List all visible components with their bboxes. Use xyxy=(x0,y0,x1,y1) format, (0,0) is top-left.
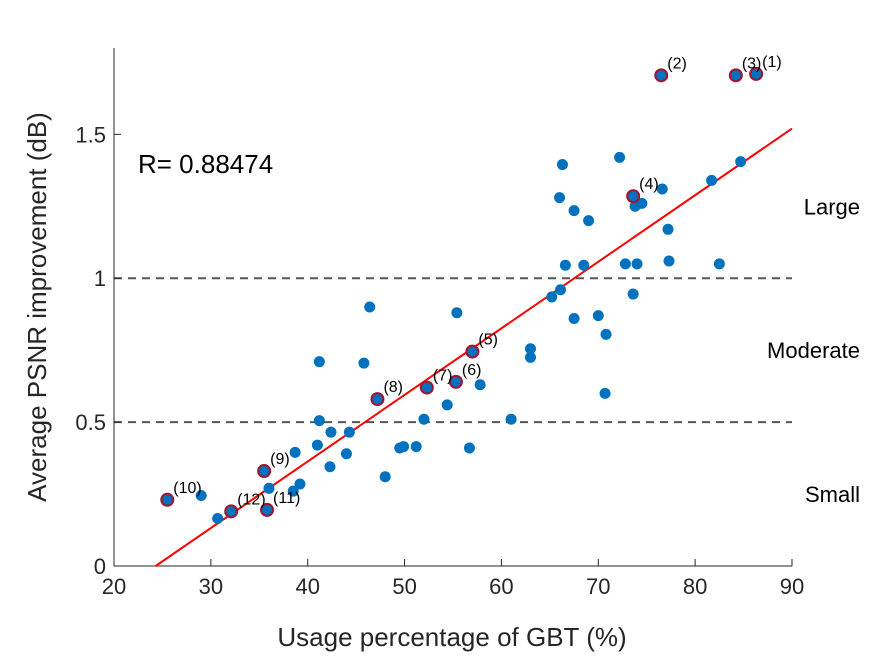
correlation-annotation: R= 0.88474 xyxy=(138,149,273,179)
region-label-large: Large xyxy=(804,194,860,219)
highlighted-point-8 xyxy=(257,464,272,479)
data-point-2 xyxy=(263,482,275,494)
highlighted-point-6 xyxy=(419,380,434,395)
data-point-12 xyxy=(343,426,355,438)
data-point-25 xyxy=(524,343,536,355)
point-label-4: (5) xyxy=(478,332,498,349)
point-label-7: (8) xyxy=(383,379,403,396)
y-tick-label-2: 1 xyxy=(94,266,106,291)
data-point-13 xyxy=(358,357,370,369)
data-point-23 xyxy=(474,379,486,391)
data-point-18 xyxy=(410,441,422,453)
data-point-8 xyxy=(313,356,325,368)
data-point-3 xyxy=(287,485,299,497)
data-point-11 xyxy=(340,448,352,460)
x-tick-label-3: 50 xyxy=(392,574,416,599)
x-axis-title: Usage percentage of GBT (%) xyxy=(277,622,626,652)
data-point-47 xyxy=(663,255,675,267)
point-label-11: (12) xyxy=(237,491,265,508)
data-point-38 xyxy=(600,328,612,340)
data-point-37 xyxy=(599,387,611,399)
data-point-35 xyxy=(583,215,595,227)
point-label-10: (11) xyxy=(273,490,300,507)
highlighted-point-3 xyxy=(626,189,641,204)
highlighted-point-5 xyxy=(448,374,463,389)
x-tick-label-7: 90 xyxy=(780,574,804,599)
data-point-22 xyxy=(463,442,475,454)
point-label-6: (7) xyxy=(433,368,453,385)
x-tick-label-6: 80 xyxy=(683,574,707,599)
data-point-45 xyxy=(656,183,668,195)
data-point-4 xyxy=(289,446,301,458)
data-point-7 xyxy=(313,415,325,427)
point-label-1: (2) xyxy=(667,55,687,72)
x-tick-label-5: 70 xyxy=(586,574,610,599)
highlighted-point-10 xyxy=(260,502,275,517)
data-point-0 xyxy=(195,489,207,501)
data-point-21 xyxy=(451,307,463,319)
data-point-28 xyxy=(554,192,566,204)
region-label-small: Small xyxy=(805,482,860,507)
data-point-50 xyxy=(735,156,747,168)
data-point-49 xyxy=(713,258,725,270)
point-label-8: (9) xyxy=(270,451,290,468)
point-label-2: (3) xyxy=(742,55,762,72)
y-tick-label-3: 1.5 xyxy=(75,122,106,147)
data-point-6 xyxy=(311,439,323,451)
data-point-17 xyxy=(398,441,410,453)
x-tick-label-2: 40 xyxy=(295,574,319,599)
data-point-15 xyxy=(379,471,391,483)
data-point-36 xyxy=(592,310,604,322)
y-tick-label-1: 0.5 xyxy=(75,410,106,435)
data-point-43 xyxy=(631,258,643,270)
point-label-5: (6) xyxy=(462,362,482,379)
data-point-30 xyxy=(556,159,568,171)
x-tick-label-0: 20 xyxy=(102,574,126,599)
highlighted-point-0 xyxy=(749,66,764,81)
data-point-34 xyxy=(578,259,590,271)
data-point-39 xyxy=(614,151,626,163)
highlighted-point-11 xyxy=(224,504,239,519)
data-point-1 xyxy=(212,513,224,525)
data-point-41 xyxy=(627,288,639,300)
data-point-9 xyxy=(324,461,336,473)
data-point-31 xyxy=(559,259,571,271)
data-point-10 xyxy=(325,426,337,438)
point-label-0: (1) xyxy=(762,54,782,71)
highlighted-point-9 xyxy=(160,492,175,507)
point-label-3: (4) xyxy=(639,176,659,193)
region-label-moderate: Moderate xyxy=(767,338,860,363)
highlighted-point-2 xyxy=(728,68,743,83)
x-tick-label-1: 30 xyxy=(199,574,223,599)
data-point-20 xyxy=(441,399,453,411)
data-point-27 xyxy=(546,291,558,303)
data-point-32 xyxy=(568,205,580,217)
y-tick-label-0: 0 xyxy=(94,554,106,579)
point-label-9: (10) xyxy=(173,480,201,497)
x-tick-label-4: 60 xyxy=(489,574,513,599)
data-point-48 xyxy=(706,174,718,186)
data-point-24 xyxy=(505,413,517,425)
data-point-5 xyxy=(294,478,306,490)
data-point-46 xyxy=(662,223,674,235)
data-point-33 xyxy=(568,313,580,325)
highlighted-point-7 xyxy=(370,392,385,407)
data-point-14 xyxy=(364,301,376,313)
data-point-40 xyxy=(619,258,631,270)
highlighted-point-1 xyxy=(654,68,669,83)
data-point-19 xyxy=(418,413,430,425)
data-point-44 xyxy=(636,197,648,209)
data-point-29 xyxy=(555,284,567,296)
y-axis-title: Average PSNR improvement (dB) xyxy=(22,112,52,502)
highlighted-point-4 xyxy=(465,344,480,359)
data-point-26 xyxy=(524,351,536,363)
